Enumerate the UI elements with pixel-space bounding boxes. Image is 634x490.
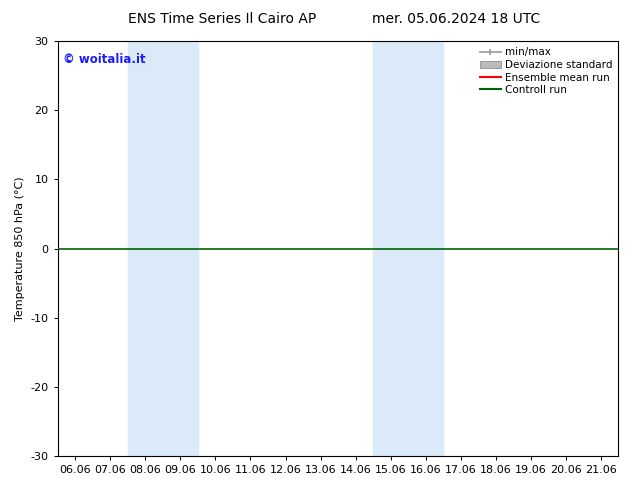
- Text: mer. 05.06.2024 18 UTC: mer. 05.06.2024 18 UTC: [372, 12, 541, 26]
- Text: ENS Time Series Il Cairo AP: ENS Time Series Il Cairo AP: [128, 12, 316, 26]
- Bar: [373, 41, 443, 456]
- Bar: [128, 41, 198, 456]
- Legend: min/max, Deviazione standard, Ensemble mean run, Controll run: min/max, Deviazione standard, Ensemble m…: [477, 44, 616, 98]
- Y-axis label: Temperature 850 hPa (°C): Temperature 850 hPa (°C): [15, 176, 25, 321]
- Text: © woitalia.it: © woitalia.it: [63, 53, 146, 67]
